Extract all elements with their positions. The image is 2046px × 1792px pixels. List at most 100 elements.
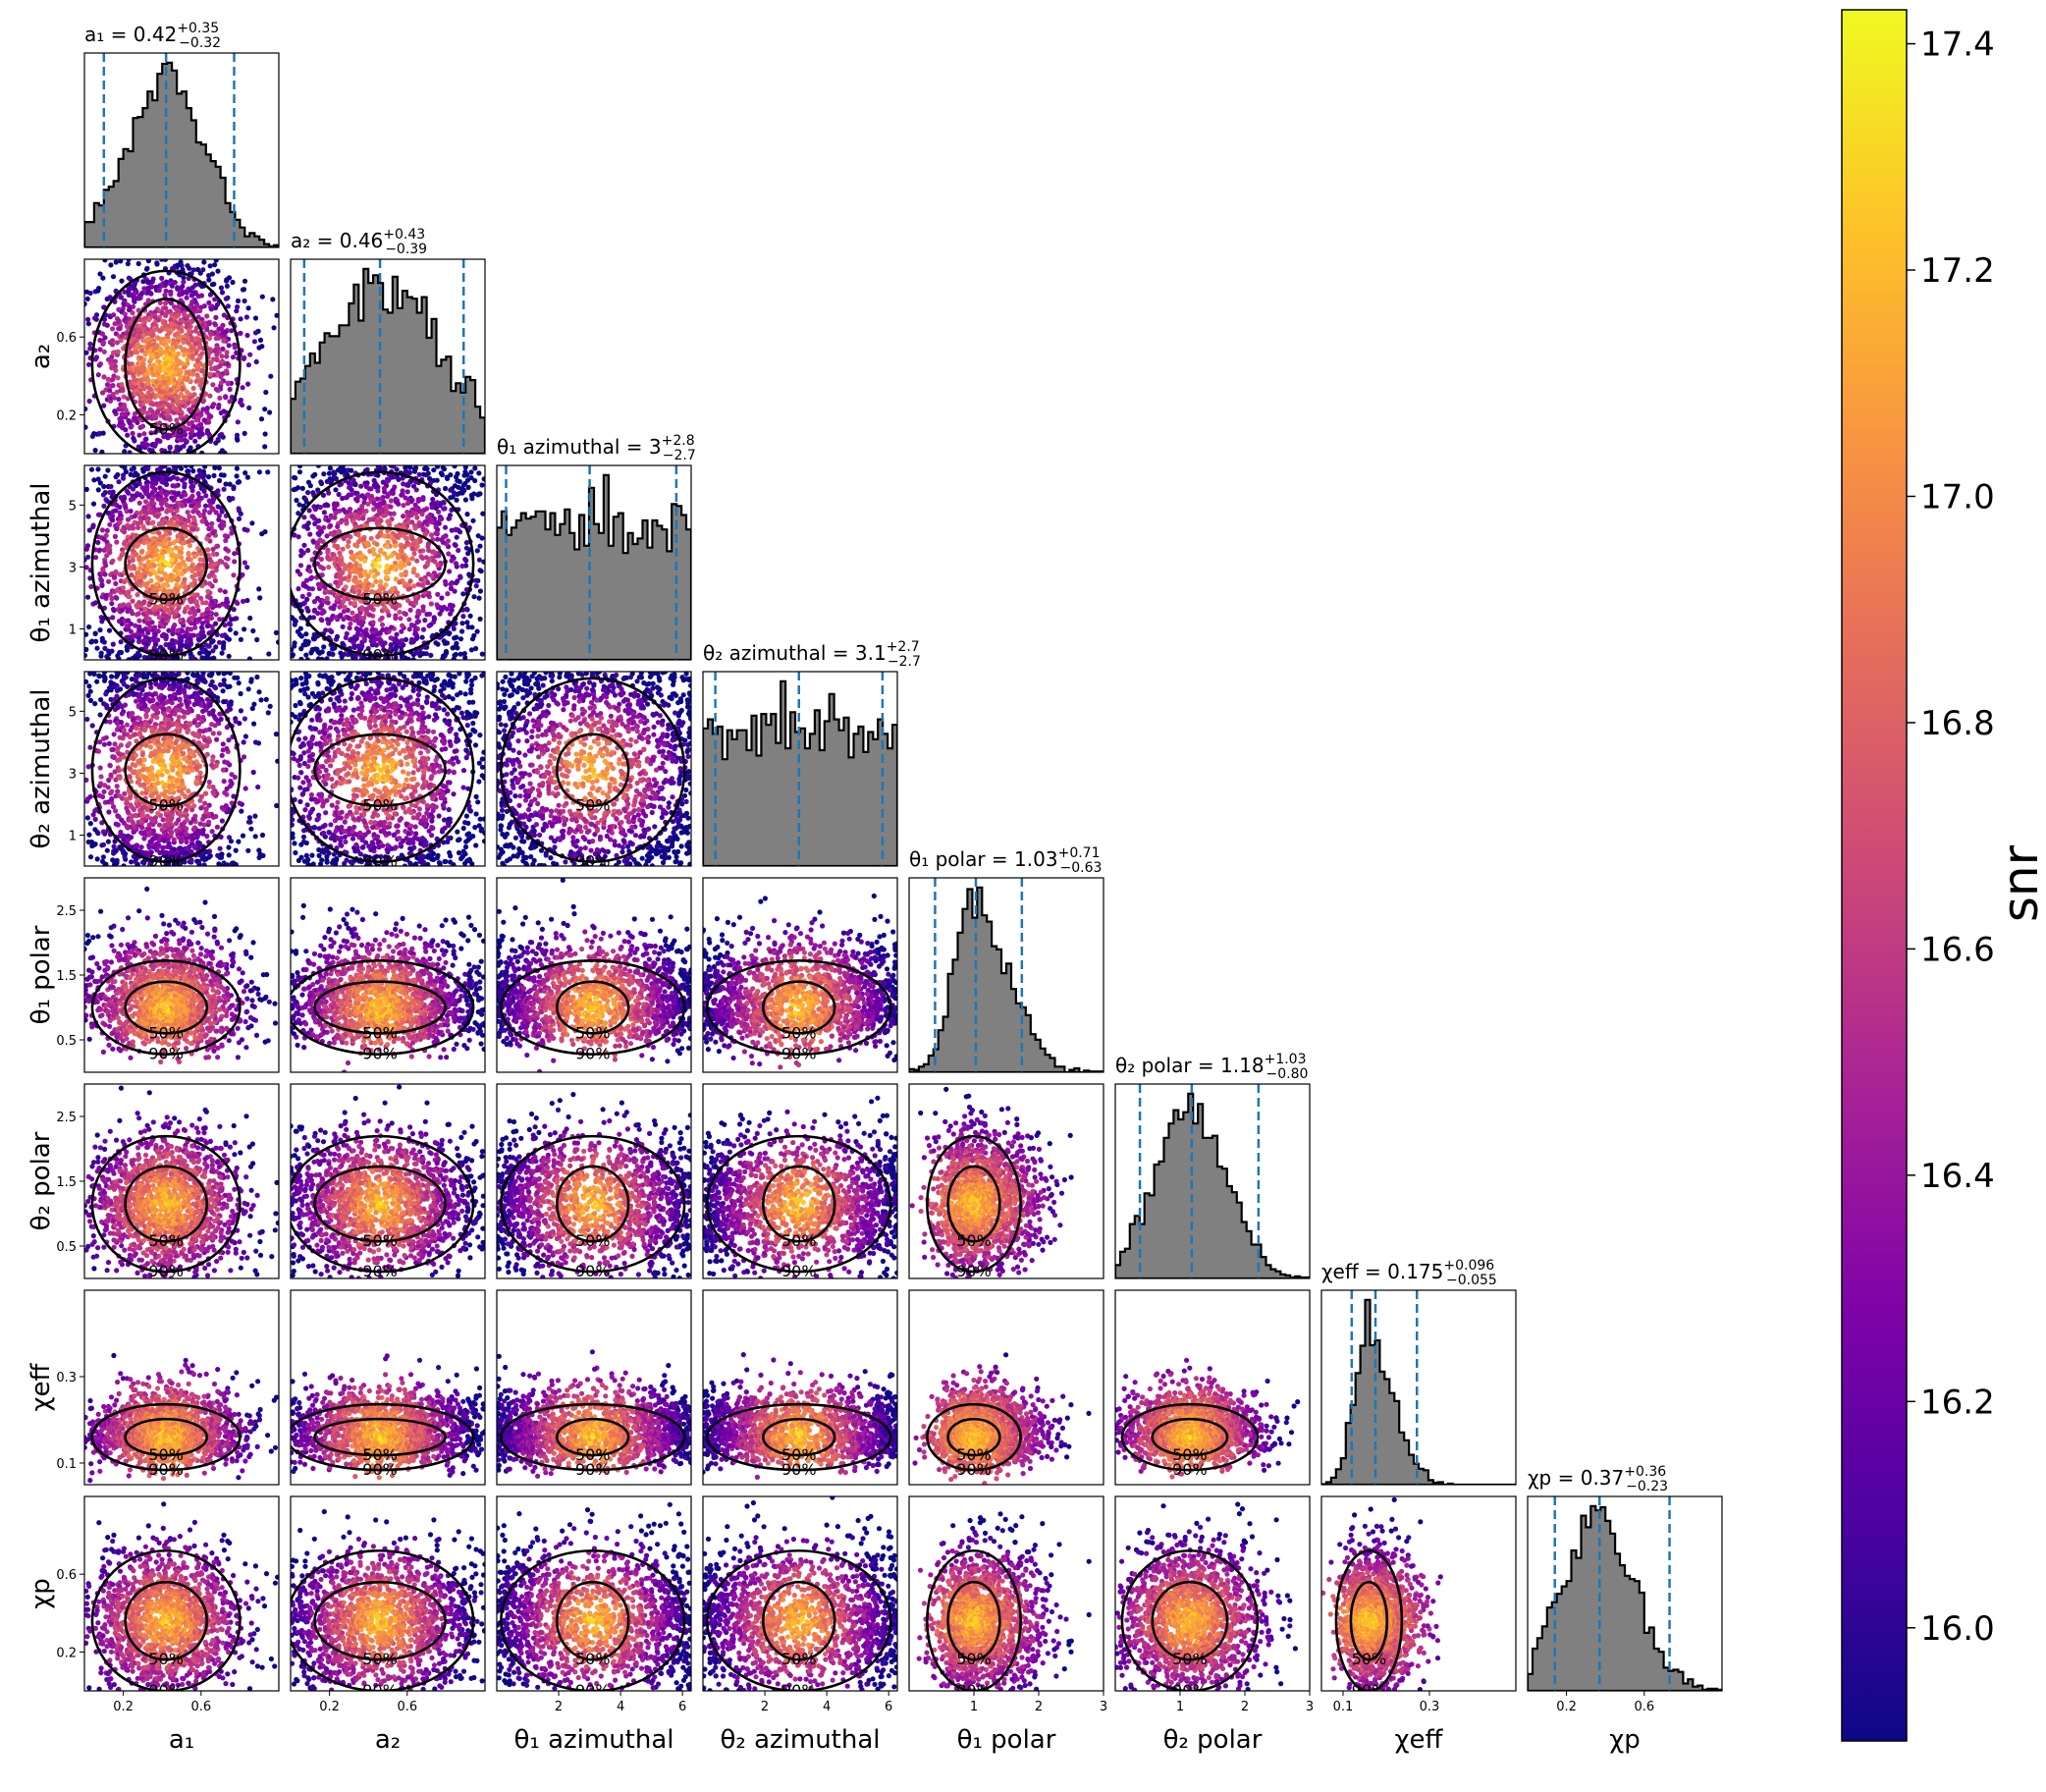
sample-point	[194, 526, 200, 532]
sample-point	[198, 595, 204, 602]
contour-90	[90, 269, 242, 454]
sample-point	[182, 437, 188, 443]
sample-point	[206, 474, 212, 480]
sample-point	[394, 643, 400, 649]
sample-point	[135, 592, 140, 598]
sample-point	[137, 848, 143, 854]
sample-point	[102, 473, 108, 479]
sample-point	[182, 484, 188, 490]
sample-point	[175, 533, 181, 539]
sample-point	[326, 470, 332, 476]
sample-point	[236, 680, 242, 686]
sample-point	[125, 672, 131, 676]
sample-point	[303, 631, 309, 637]
sample-point	[453, 527, 458, 533]
sample-point	[194, 372, 200, 378]
sample-point	[308, 574, 315, 580]
sample-point	[97, 361, 103, 367]
sample-point	[101, 374, 107, 380]
sample-point	[219, 632, 225, 638]
sample-point	[215, 504, 221, 510]
sample-point	[145, 298, 151, 303]
sample-point	[198, 624, 205, 630]
sample-point	[140, 611, 146, 617]
sample-point	[87, 575, 93, 581]
sample-point	[89, 638, 95, 644]
sample-point	[337, 482, 343, 488]
sample-point	[235, 479, 241, 485]
sample-point	[234, 432, 241, 438]
sample-point	[340, 624, 346, 629]
sample-point	[231, 485, 237, 492]
sample-point	[130, 310, 135, 316]
sample-point	[110, 641, 116, 647]
sample-point	[227, 626, 233, 632]
sample-point	[336, 594, 342, 600]
panel-frame	[290, 258, 486, 455]
sample-point	[318, 617, 324, 623]
sample-point	[207, 263, 213, 269]
sample-point	[112, 363, 118, 369]
sample-point	[135, 307, 141, 313]
sample-point	[179, 262, 185, 269]
sample-point	[412, 511, 419, 516]
sample-point	[101, 316, 107, 322]
title-plus: +2.8	[662, 433, 695, 449]
sample-point	[206, 299, 212, 305]
sample-point	[216, 513, 222, 519]
sample-point	[207, 853, 213, 859]
sample-point	[99, 331, 105, 337]
sample-point	[163, 305, 169, 311]
sample-point	[320, 492, 327, 498]
sample-point	[156, 615, 162, 621]
sample-point	[84, 631, 89, 637]
sample-point	[460, 614, 466, 620]
sample-point	[137, 515, 143, 521]
sample-point	[209, 599, 215, 605]
sample-point	[163, 849, 169, 855]
sample-point	[209, 656, 215, 660]
sample-point	[388, 646, 394, 652]
sample-point	[148, 510, 154, 516]
sample-point	[100, 492, 106, 498]
sample-point	[108, 696, 114, 703]
sample-point	[100, 854, 106, 860]
sample-point	[172, 280, 178, 286]
sample-point	[149, 520, 155, 526]
sample-point	[158, 644, 164, 650]
sample-point	[404, 500, 411, 507]
sample-point	[115, 375, 121, 381]
sample-point	[194, 357, 200, 363]
sample-point	[243, 314, 249, 320]
sample-point	[113, 508, 119, 514]
sample-point	[188, 848, 194, 854]
sample-point	[214, 543, 220, 550]
sample-point	[318, 529, 324, 535]
sample-point	[171, 384, 177, 390]
sample-point	[441, 506, 447, 512]
sample-point	[458, 636, 464, 642]
sample-point	[210, 546, 216, 553]
sample-point	[153, 641, 159, 647]
panel-content	[84, 53, 279, 247]
sample-point	[411, 468, 418, 474]
sample-point	[480, 511, 485, 516]
sample-point	[354, 498, 360, 504]
sample-point	[297, 571, 303, 577]
sample-point	[235, 304, 241, 310]
sample-point	[84, 406, 88, 412]
sample-point	[371, 573, 377, 579]
sample-point	[324, 478, 330, 484]
sample-point	[420, 497, 426, 503]
sample-point	[468, 647, 474, 653]
sample-point	[135, 350, 140, 355]
sample-point	[180, 540, 186, 546]
sample-point	[428, 532, 435, 538]
y-tick-label: 3	[69, 561, 77, 575]
sample-point	[273, 732, 279, 737]
sample-point	[226, 844, 232, 850]
sample-point	[388, 498, 394, 504]
sample-point	[148, 291, 154, 297]
sample-point	[84, 543, 91, 549]
sample-point	[382, 551, 388, 557]
